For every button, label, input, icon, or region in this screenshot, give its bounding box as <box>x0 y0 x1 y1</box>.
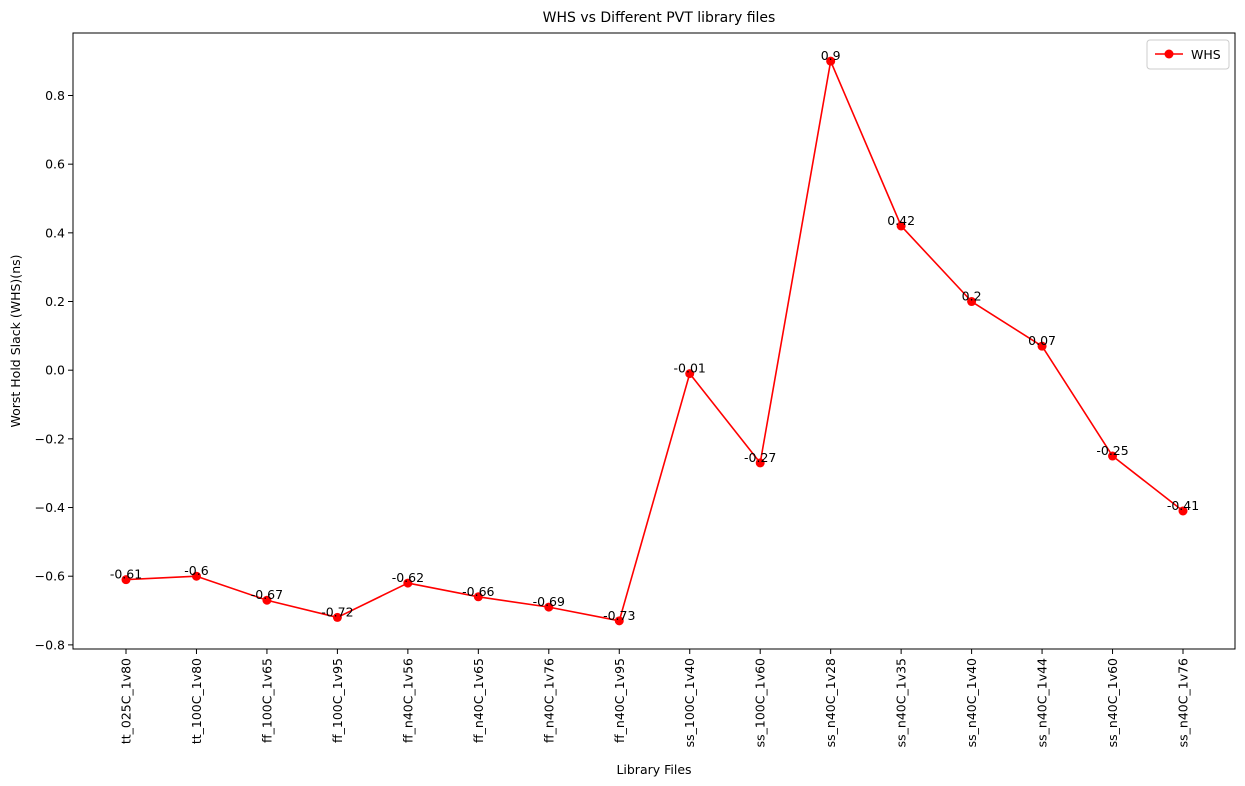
x-tick-label: ff_100C_1v65 <box>259 658 274 743</box>
x-tick-label: tt_025C_1v80 <box>119 658 134 744</box>
x-tick-label: ss_n40C_1v60 <box>1105 658 1120 747</box>
chart-title: WHS vs Different PVT library files <box>543 10 776 26</box>
axes-frame <box>72 32 1236 650</box>
y-tick-label: −0.6 <box>35 569 65 584</box>
data-label: -0.27 <box>744 450 776 465</box>
legend-label: WHS <box>1191 47 1221 62</box>
data-point <box>1178 506 1188 516</box>
data-label: 0.42 <box>887 213 915 228</box>
data-point <box>332 612 342 622</box>
data-point <box>403 578 413 588</box>
y-tick-label: −0.2 <box>35 431 65 446</box>
data-point <box>685 369 695 379</box>
legend-marker <box>1164 49 1174 59</box>
y-tick-label: −0.8 <box>35 637 65 652</box>
x-tick-label: ff_n40C_1v76 <box>541 658 556 743</box>
x-tick-label: ff_n40C_1v95 <box>612 658 627 743</box>
data-point <box>967 297 977 307</box>
data-point <box>262 595 272 605</box>
y-axis-label: Worst Hold Slack (WHS)(ns) <box>8 254 23 427</box>
x-tick-label: ss_n40C_1v76 <box>1176 658 1191 747</box>
y-axis: −0.8 −0.6 −0.4 −0.2 0.0 0.2 0.4 0.6 0.8 <box>35 88 73 652</box>
x-tick-label: ff_n40C_1v65 <box>471 658 486 743</box>
data-label: -0.6 <box>184 563 208 578</box>
data-label: -0.62 <box>392 570 424 585</box>
y-tick-label: 0.8 <box>45 88 65 103</box>
plot-area <box>72 32 1236 650</box>
x-tick-label: ss_100C_1v40 <box>682 658 697 747</box>
x-axis: tt_025C_1v80 tt_100C_1v80 ff_100C_1v65 ff_1… <box>119 649 1191 747</box>
data-point <box>826 56 836 66</box>
data-label: -0.73 <box>603 608 635 623</box>
data-point <box>755 458 765 468</box>
data-point <box>614 616 624 626</box>
x-tick-label: ss_n40C_1v44 <box>1035 658 1050 747</box>
data-point <box>121 575 131 585</box>
x-tick-label: ff_100C_1v95 <box>330 658 345 743</box>
x-tick-label: ss_n40C_1v35 <box>894 658 909 747</box>
data-point <box>473 592 483 602</box>
legend-box <box>1146 39 1230 70</box>
data-label: -0.67 <box>251 587 283 602</box>
series-layer <box>121 56 1188 626</box>
x-tick-label: ss_n40C_1v40 <box>964 658 979 747</box>
x-axis-label: Library Files <box>616 762 691 777</box>
y-tick-label: 0.4 <box>45 225 65 240</box>
y-tick-label: 0.6 <box>45 157 65 172</box>
x-tick-label: tt_100C_1v80 <box>189 658 204 744</box>
data-label: 0.2 <box>962 289 982 304</box>
data-point <box>1037 341 1047 351</box>
data-point <box>896 221 906 231</box>
data-label: -0.61 <box>110 567 142 582</box>
y-tick-label: 0.2 <box>45 294 65 309</box>
y-tick-label: 0.0 <box>45 363 65 378</box>
data-label: -0.25 <box>1096 443 1128 458</box>
data-label: 0.9 <box>821 48 841 63</box>
data-label: -0.72 <box>321 604 353 619</box>
x-tick-label: ff_n40C_1v56 <box>400 658 415 743</box>
x-tick-label: ss_n40C_1v28 <box>823 658 838 747</box>
y-tick-label: −0.4 <box>35 500 65 515</box>
data-label: -0.66 <box>462 584 494 599</box>
data-point <box>191 571 201 581</box>
data-label: -0.01 <box>674 361 706 376</box>
data-point <box>544 602 554 612</box>
legend: WHS <box>1146 39 1230 70</box>
data-point <box>1108 451 1118 461</box>
data-label: -0.41 <box>1167 498 1199 513</box>
data-labels: -0.61 -0.6 -0.67 -0.72 -0.62 -0.66 -0.69 -0.73 -… <box>110 48 1199 623</box>
data-label: -0.69 <box>533 594 565 609</box>
series-line-whs <box>125 60 1184 622</box>
x-tick-label: ss_100C_1v60 <box>753 658 768 747</box>
data-label: 0.07 <box>1028 333 1056 348</box>
